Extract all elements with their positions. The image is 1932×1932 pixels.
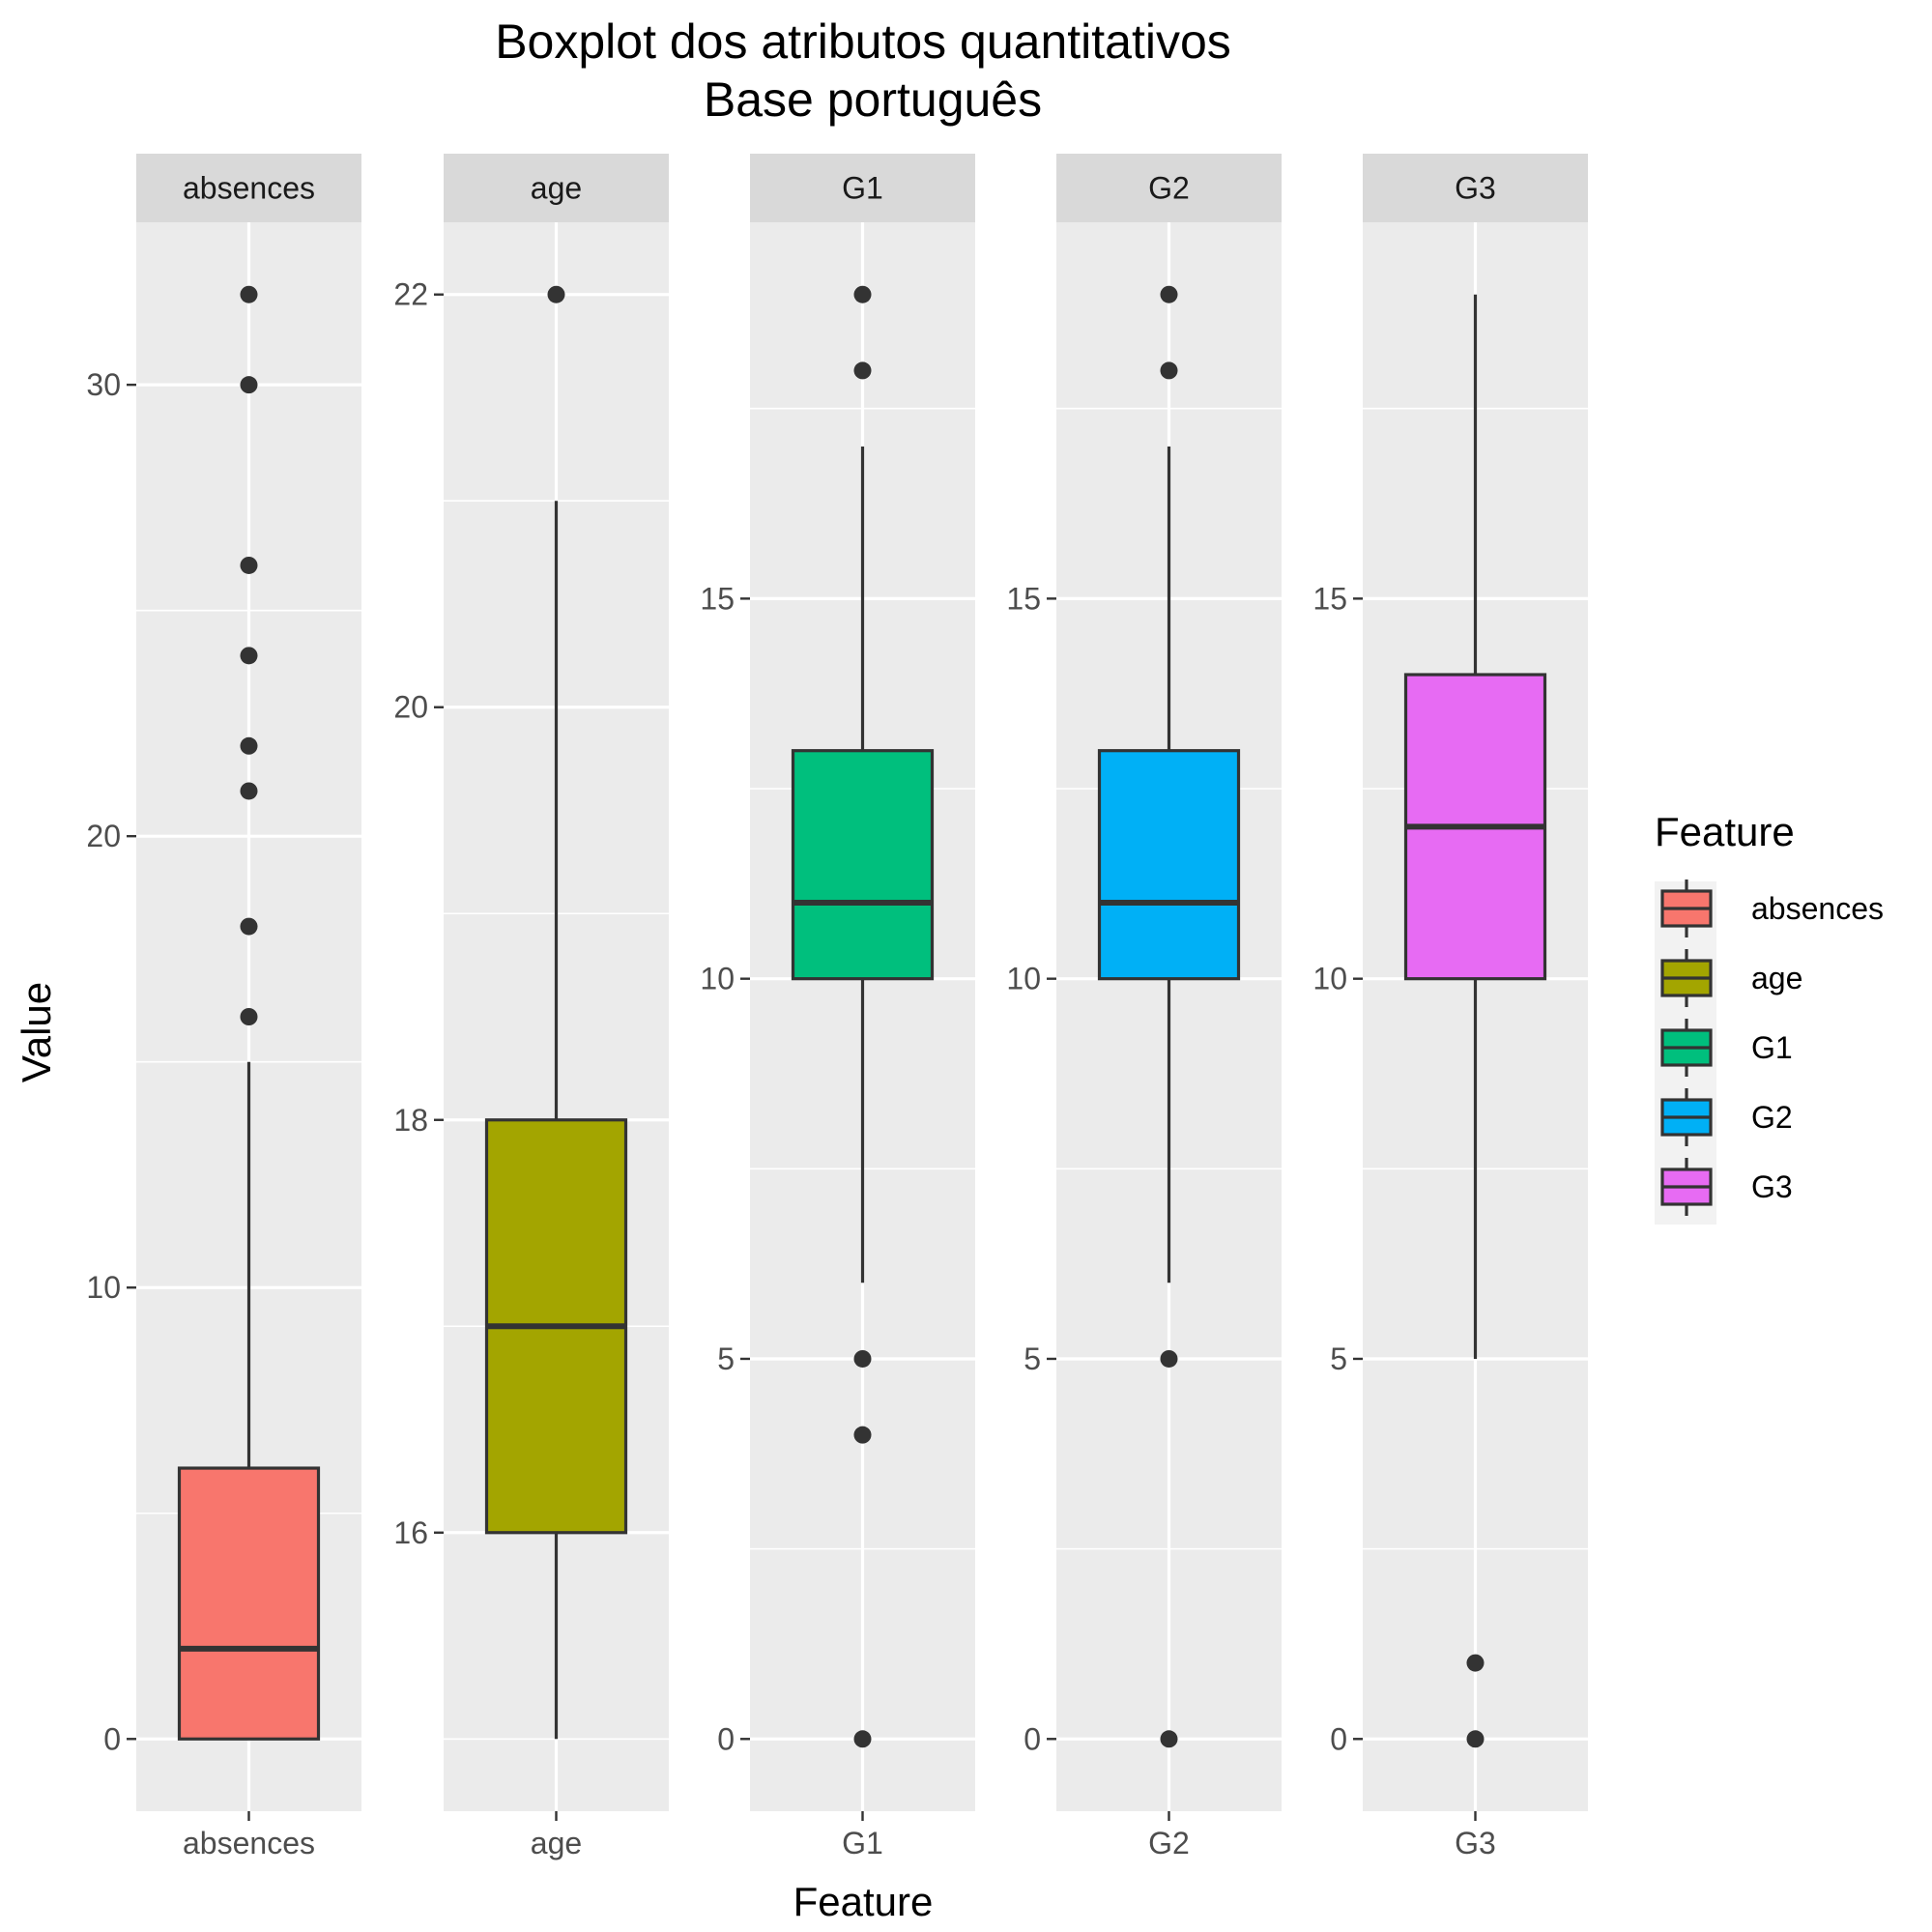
outlier-point [1466,1654,1485,1672]
facet-panels: absences 0 10 20 30 absences age 16 18 20 22 age G1 0… [86,154,1588,1860]
facet-strip-label: G2 [1148,171,1190,206]
facet-strip [1363,154,1588,222]
legend-label: age [1751,961,1802,995]
facet-G3: G3 0 5 10 15 G3 [1312,154,1588,1860]
legend-title: Feature [1655,809,1795,854]
outlier-point [1160,361,1178,380]
box-body [791,749,935,981]
y-tick-label: 18 [393,1103,428,1138]
legend-item-G3: G3 [1660,1158,1793,1216]
y-tick-label: 10 [1006,962,1041,996]
y-tick-label: 10 [86,1270,121,1305]
y-tick-label: 0 [717,1721,735,1756]
y-tick-label: 10 [700,962,735,996]
y-tick-label: 5 [1330,1341,1347,1376]
x-axis-title: Feature [793,1879,934,1924]
facet-age: age 16 18 20 22 age [393,154,669,1860]
y-tick-label: 0 [1024,1721,1041,1756]
outlier-point [240,782,258,800]
outlier-point [1160,1349,1178,1368]
y-tick-label: 15 [1006,581,1041,616]
outlier-point [240,736,258,755]
box-body [177,1466,321,1741]
outlier-point [240,376,258,394]
y-tick-label: 16 [393,1515,428,1550]
outlier-point [240,917,258,936]
x-tick-label: age [531,1826,582,1860]
y-tick-label: 15 [1312,581,1347,616]
facet-G1: G1 0 5 10 15 G1 [700,154,975,1860]
legend-item-G1: G1 [1660,1019,1793,1077]
legend-items: absences age G1 G2 G3 [1660,879,1884,1216]
y-tick-label: 5 [717,1341,735,1376]
outlier-point [240,285,258,303]
legend-label: absences [1751,891,1884,926]
legend-label: G3 [1751,1169,1793,1204]
outlier-point [1160,285,1178,303]
y-tick-label: 0 [103,1721,121,1756]
x-tick-label: G1 [842,1826,883,1860]
outlier-point [240,647,258,665]
outlier-point [1160,1730,1178,1748]
legend-item-G2: G2 [1660,1088,1793,1146]
y-tick-label: 15 [700,581,735,616]
facet-strip-label: absences [183,171,315,206]
outlier-point [240,1008,258,1025]
legend: Feature absences age G1 G2 G3 [1655,809,1884,1225]
y-tick-label: 10 [1312,962,1347,996]
facet-strip-label: G1 [842,171,883,206]
outlier-point [1466,1730,1485,1748]
y-tick-label: 20 [86,819,121,853]
outlier-point [853,361,872,380]
y-tick-label: 0 [1330,1721,1347,1756]
x-tick-label: G2 [1148,1826,1190,1860]
facet-strip [136,154,361,222]
facet-absences: absences 0 10 20 30 absences [86,154,361,1860]
facet-strip [444,154,669,222]
legend-item-age: age [1660,949,1802,1007]
y-tick-label: 22 [393,277,428,312]
outlier-point [547,285,565,303]
outlier-point [853,1730,872,1748]
y-tick-label: 5 [1024,1341,1041,1376]
y-axis-title: Value [14,982,59,1082]
facet-strip-label: G3 [1455,171,1496,206]
y-tick-label: 30 [86,367,121,402]
outlier-point [853,1426,872,1444]
outlier-point [853,285,872,303]
chart-subtitle: Base português [704,72,1042,127]
outlier-point [240,556,258,574]
facet-strip-label: age [531,171,582,206]
chart-title: Boxplot dos atributos quantitativos [495,14,1231,69]
box-body [1097,749,1241,981]
x-tick-label: G3 [1455,1826,1496,1860]
facet-strip [750,154,975,222]
facet-strip [1056,154,1282,222]
facet-G2: G2 0 5 10 15 G2 [1006,154,1282,1860]
legend-item-absences: absences [1660,879,1884,937]
legend-label: G1 [1751,1030,1793,1065]
outlier-point [853,1349,872,1368]
x-tick-label: absences [183,1826,315,1860]
legend-label: G2 [1751,1100,1793,1135]
y-tick-label: 20 [393,690,428,725]
